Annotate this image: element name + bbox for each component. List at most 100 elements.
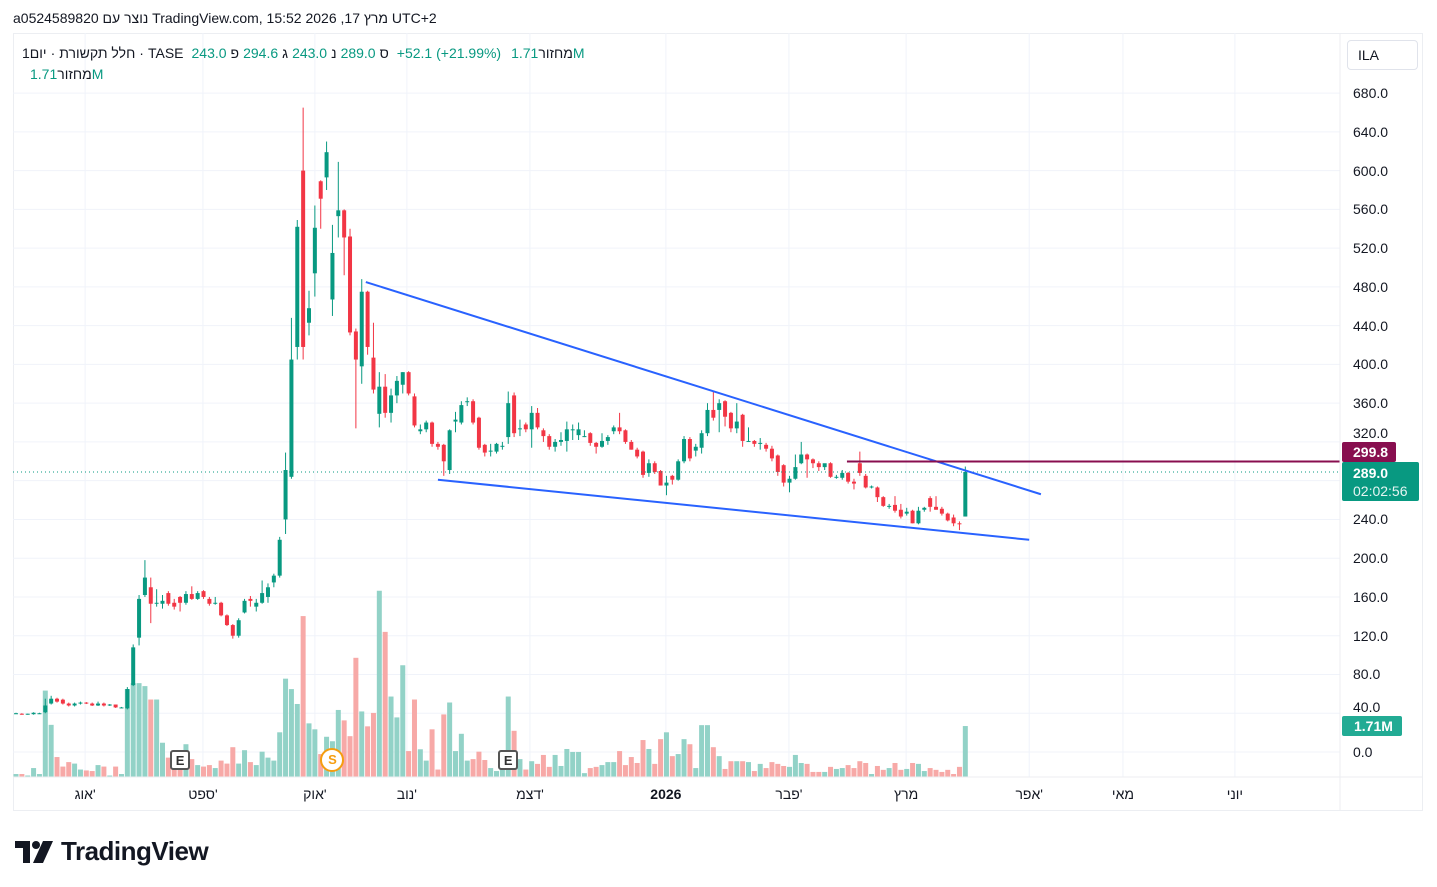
candle-down — [547, 436, 552, 447]
volume-bar — [675, 754, 681, 777]
candle-up — [822, 463, 827, 468]
candle-down — [301, 170, 306, 347]
candle-down — [318, 181, 323, 199]
volume-bar — [406, 751, 412, 777]
volume-bar — [482, 760, 488, 777]
candle-down — [342, 210, 347, 238]
split-marker[interactable]: S — [320, 748, 345, 772]
legend-separator: · — [50, 45, 56, 61]
volume-bar — [423, 760, 429, 777]
candle-up — [605, 437, 610, 441]
candle-down — [148, 587, 153, 604]
candle-down — [893, 504, 897, 511]
volume-bar — [564, 748, 570, 777]
legend-open: פ243.0 — [191, 45, 240, 61]
candle-up — [242, 600, 247, 613]
candle-up — [271, 575, 276, 583]
volume-bar — [962, 726, 968, 777]
volume-bar — [388, 696, 394, 777]
volume-bar — [36, 774, 42, 777]
volume-bar — [236, 763, 242, 777]
volume-bar — [734, 761, 740, 777]
candle-up — [840, 472, 845, 478]
volume-bar — [464, 760, 470, 777]
candle-up — [611, 427, 616, 432]
trendline — [365, 281, 1042, 496]
volume-bar — [863, 762, 869, 777]
candle-down — [441, 444, 446, 462]
volume-bar — [886, 768, 892, 777]
candle-up — [500, 445, 505, 447]
volume-bar — [535, 763, 541, 777]
time-axis-label: ספט' — [188, 786, 218, 802]
time-axis-label: אפר' — [1015, 786, 1043, 802]
candle-up — [183, 594, 188, 603]
candle-down — [482, 444, 487, 453]
volume-bar — [195, 765, 201, 777]
volume-bar — [757, 763, 763, 777]
candle-down — [805, 454, 810, 460]
volume-bar — [904, 768, 910, 777]
candle-down — [863, 475, 868, 488]
volume-legend[interactable]: מחזור1.71M — [22, 66, 103, 82]
candle-up — [506, 403, 511, 438]
candle-up — [289, 359, 294, 477]
volume-bar — [42, 690, 48, 777]
candle-down — [957, 523, 962, 525]
volume-bar — [570, 751, 576, 777]
currency-button[interactable]: ILA — [1347, 40, 1418, 70]
volume-bar — [933, 769, 939, 777]
volume-bar — [605, 762, 611, 777]
candle-down — [851, 481, 856, 484]
candle-up — [922, 507, 927, 510]
time-axis-label: נוב' — [396, 786, 417, 802]
candle-up — [453, 419, 458, 422]
price-axis-label: 520.0 — [1353, 240, 1389, 257]
candle-up — [96, 703, 101, 706]
candle-up — [693, 446, 698, 451]
candle-down — [471, 401, 476, 423]
candle-up — [564, 429, 569, 441]
volume-bar — [83, 770, 89, 777]
earnings-marker[interactable]: E — [498, 750, 519, 770]
volume-bar — [611, 762, 617, 777]
symbol-legend[interactable]: 1יום · חלל תקשורת · TASE פ243.0 ג294.6 נ… — [22, 45, 593, 61]
time-axis-label: מאי — [1111, 786, 1134, 802]
price-axis-label: 560.0 — [1353, 201, 1389, 218]
drawings — [13, 281, 1340, 541]
candle-down — [535, 412, 540, 428]
candle-up — [717, 403, 722, 410]
volume-bar — [19, 774, 25, 777]
candle-up — [834, 476, 839, 478]
price-axis-label: 640.0 — [1353, 123, 1389, 140]
volume-bar — [634, 762, 640, 777]
volume-bar — [915, 763, 921, 777]
volume-bar — [822, 771, 828, 777]
volume-bar — [833, 768, 839, 777]
candle-down — [951, 517, 956, 524]
volume-bar — [751, 771, 757, 777]
candle-up — [107, 704, 112, 706]
volume-bar — [470, 759, 476, 777]
candle-down — [658, 470, 663, 486]
earnings-marker[interactable]: E — [170, 750, 191, 770]
candle-up — [447, 430, 452, 471]
volume-bar — [77, 769, 83, 777]
candle-up — [517, 428, 522, 430]
candle-up — [236, 620, 241, 636]
volume-bar — [517, 759, 523, 777]
candle-up — [25, 713, 30, 715]
candle-down — [635, 449, 640, 457]
volume-bar — [587, 768, 593, 777]
price-axis-label: 440.0 — [1353, 317, 1389, 334]
tradingview-logo[interactable]: TradingView — [15, 836, 209, 867]
volume-bar — [60, 766, 66, 777]
candle-up — [488, 450, 493, 452]
volume-bar — [107, 775, 113, 777]
candle-up — [78, 702, 83, 704]
candle-down — [66, 703, 71, 706]
candle-down — [764, 444, 769, 449]
candle-down — [201, 591, 206, 597]
volume-bar — [646, 748, 652, 777]
